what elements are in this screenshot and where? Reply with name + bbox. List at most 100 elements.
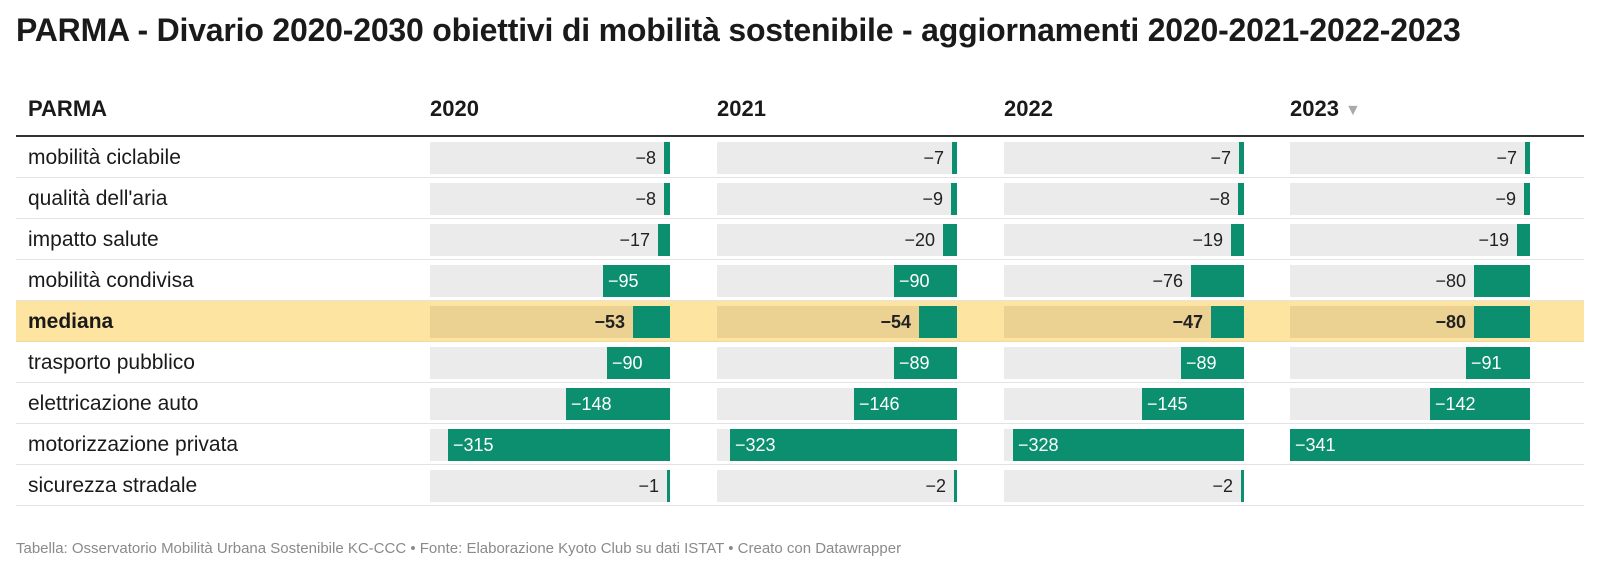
bar (1474, 306, 1530, 338)
bar-cell: −76 (1004, 265, 1244, 297)
bar (448, 429, 670, 461)
bar (607, 347, 670, 379)
bar-cell: −89 (717, 347, 957, 379)
row-label: trasporto pubblico (28, 351, 195, 374)
value-label: −341 (1295, 435, 1336, 455)
bar-cell: −47 (1004, 306, 1244, 338)
bar (1191, 265, 1244, 297)
bar-cell: −89 (1004, 347, 1244, 379)
value-label: −89 (899, 353, 930, 373)
bar-cell: −2 (717, 470, 957, 502)
bar (1013, 429, 1244, 461)
column-header-label: 2020 (430, 96, 479, 121)
bar-cell: −20 (717, 224, 957, 256)
value-label: −20 (904, 230, 935, 250)
bar (943, 224, 957, 256)
value-label: −80 (1435, 271, 1466, 291)
value-label: −7 (1496, 148, 1517, 168)
value-label: −8 (635, 189, 656, 209)
bar-cell: −80 (1290, 265, 1530, 297)
bar-cell: −8 (430, 142, 670, 174)
value-label: −315 (453, 435, 494, 455)
bar (664, 142, 670, 174)
bar-cell: −17 (430, 224, 670, 256)
row-label: mobilità ciclabile (28, 146, 181, 169)
bar (954, 470, 957, 502)
value-label: −9 (922, 189, 943, 209)
row-header: PARMA (28, 96, 108, 121)
column-header-2020[interactable]: 2020 (430, 96, 479, 122)
bar (894, 347, 957, 379)
bar (667, 470, 670, 502)
bar (854, 388, 957, 420)
bar (566, 388, 670, 420)
column-header-label: 2021 (717, 96, 766, 121)
bar-cell: −54 (717, 306, 957, 338)
bar (1517, 224, 1530, 256)
bar-cell: −7 (1290, 142, 1530, 174)
column-header-2022[interactable]: 2022 (1004, 96, 1053, 122)
bar (1524, 183, 1530, 215)
sort-descending-icon[interactable]: ▼ (1344, 102, 1361, 119)
table-row: motorizzazione privata −315 −323 −328 −341 (16, 424, 1584, 465)
bar (1430, 388, 1530, 420)
bar-cell: −9 (1290, 183, 1530, 215)
column-header-label: 2022 (1004, 96, 1053, 121)
value-label: −19 (1478, 230, 1509, 250)
row-label: qualità dell'aria (28, 187, 168, 210)
bar (658, 224, 670, 256)
bar-cell: −315 (430, 429, 670, 461)
bar-cell: −323 (717, 429, 957, 461)
bar (1290, 429, 1530, 461)
bar (1181, 347, 1244, 379)
bar-cell: −145 (1004, 388, 1244, 420)
value-label: −89 (1186, 353, 1217, 373)
bar-cell: −19 (1290, 224, 1530, 256)
row-label: elettricazione auto (28, 392, 199, 415)
bar-cell: −7 (1004, 142, 1244, 174)
bar-cell: −2 (1004, 470, 1244, 502)
bar (951, 183, 957, 215)
table-row: mobilità ciclabile −8 −7 −7 −7 (16, 137, 1584, 178)
bar-cell: −91 (1290, 347, 1530, 379)
bar (1466, 347, 1530, 379)
bar (633, 306, 670, 338)
table-row: mobilità condivisa −95 −90 −76 −80 (16, 260, 1584, 301)
table-row: qualità dell'aria −8 −9 −8 −9 (16, 178, 1584, 219)
bar-cell: −341 (1290, 429, 1530, 461)
data-table: PARMA 2020 2021 2022 2023 ▼ mobilità ciclabi… (16, 88, 1584, 506)
footer-credits: Tabella: Osservatorio Mobilità Urbana So… (16, 540, 902, 557)
bar-cell: −80 (1290, 306, 1530, 338)
bar (1142, 388, 1244, 420)
table-body: mobilità ciclabile −8 −7 −7 −7 qualità dell'a… (16, 137, 1584, 506)
table-header: PARMA 2020 2021 2022 2023 ▼ (16, 88, 1584, 137)
value-label: −323 (735, 435, 776, 455)
bar-cell: −146 (717, 388, 957, 420)
value-label: −54 (880, 312, 911, 332)
bar (603, 265, 670, 297)
bar-cell: −90 (717, 265, 957, 297)
table-row: impatto salute −17 −20 −19 −19 (16, 219, 1584, 260)
value-label: −8 (1209, 189, 1230, 209)
table-row: trasporto pubblico −90 −89 −89 −91 (16, 342, 1584, 383)
row-label: sicurezza stradale (28, 474, 198, 497)
value-label: −53 (594, 312, 625, 332)
column-header-label: 2023 (1290, 96, 1339, 121)
table-row: sicurezza stradale −1 −2 −2 (16, 465, 1584, 506)
row-label: mediana (28, 310, 114, 333)
bar-cell: −7 (717, 142, 957, 174)
bar (1241, 470, 1244, 502)
row-label: motorizzazione privata (28, 433, 239, 456)
value-label: −19 (1192, 230, 1223, 250)
value-label: −91 (1471, 353, 1502, 373)
bar (1238, 183, 1244, 215)
value-label: −90 (612, 353, 643, 373)
column-header-2021[interactable]: 2021 (717, 96, 766, 122)
value-label: −145 (1147, 394, 1188, 414)
bar (919, 306, 957, 338)
value-label: −47 (1172, 312, 1203, 332)
value-label: −76 (1152, 271, 1183, 291)
value-label: −328 (1018, 435, 1059, 455)
value-label: −7 (1210, 148, 1231, 168)
column-header-2023[interactable]: 2023 ▼ (1290, 96, 1361, 122)
